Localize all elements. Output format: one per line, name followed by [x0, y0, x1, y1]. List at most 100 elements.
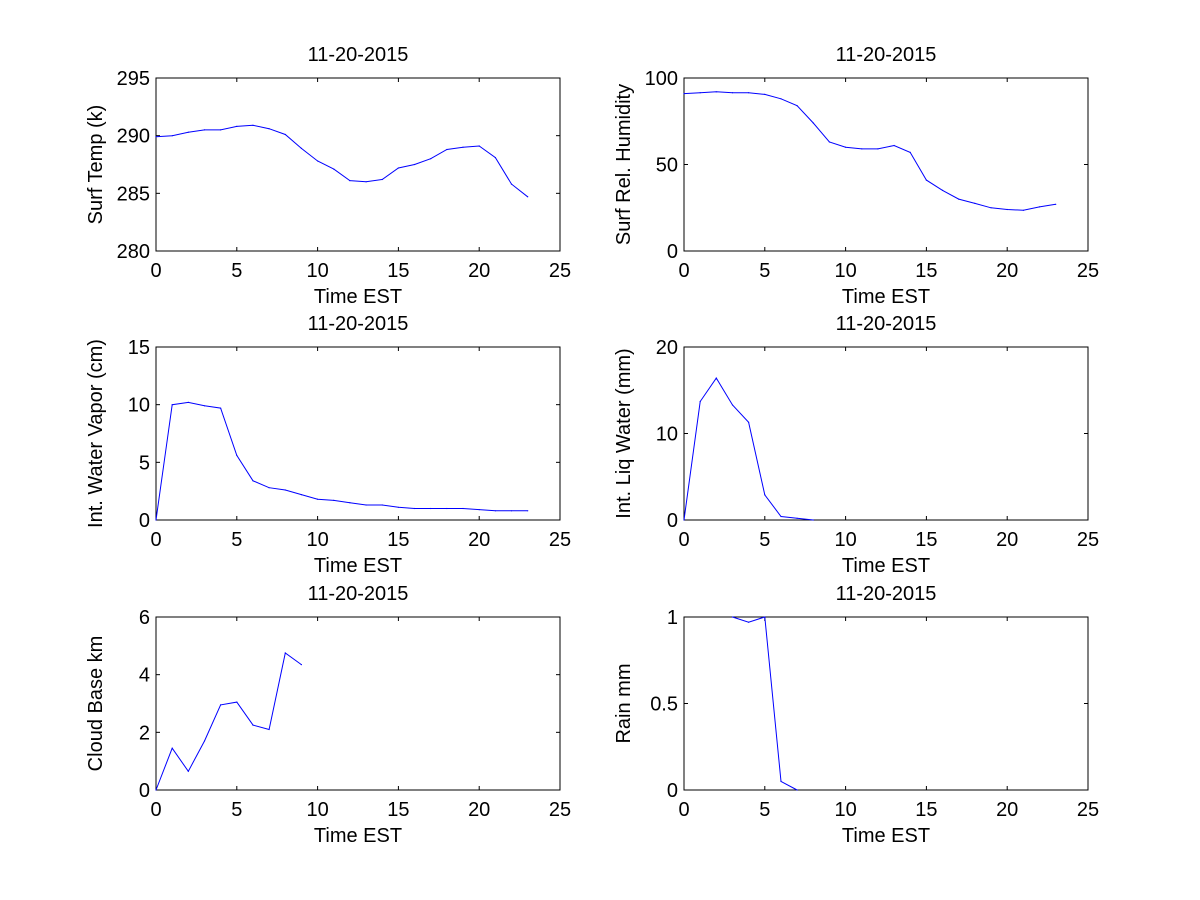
data-point: [349, 180, 351, 182]
x-tick-label: 15: [387, 260, 409, 282]
data-point: [861, 148, 863, 150]
data-point: [365, 181, 367, 183]
y-tick-label: 15: [128, 337, 150, 359]
data-point: [381, 504, 383, 506]
y-tick-label: 6: [139, 607, 150, 629]
y-axis-label: Int. Liq Water (mm): [613, 348, 635, 518]
data-point: [236, 125, 238, 127]
data-point: [764, 93, 766, 95]
chart-title: 11-20-2015: [836, 583, 937, 605]
series-line: [155, 652, 302, 791]
data-point: [780, 780, 782, 783]
x-tick-label: 5: [759, 529, 770, 551]
data-point: [430, 158, 432, 160]
panel-int-water-vapor: 0 5 10 15 20 25 0 5 10 15 11-20-2015 Time EST Int. W…: [85, 313, 571, 577]
y-tick-label: 0: [667, 241, 678, 263]
panel-surf-temp: 0 5 10 15 20 25 280 285 290 295 11-20-2015 Time EST…: [85, 44, 571, 308]
data-point: [796, 517, 798, 519]
data-point: [510, 183, 513, 185]
data-point: [731, 616, 734, 618]
data-point: [478, 145, 480, 147]
data-point: [284, 133, 286, 136]
y-tick-label: 0: [667, 510, 678, 532]
data-point: [397, 506, 399, 508]
data-point: [683, 519, 685, 521]
data-point: [812, 519, 814, 521]
data-point: [748, 621, 750, 623]
data-point: [796, 789, 798, 791]
data-point: [1055, 203, 1057, 205]
series-line: [155, 401, 528, 521]
data-point: [236, 454, 238, 456]
x-tick-label: 10: [306, 529, 328, 551]
data-point: [317, 160, 319, 162]
x-tick-label: 10: [306, 260, 328, 282]
x-tick-label: 5: [231, 260, 242, 282]
data-point: [171, 404, 173, 406]
data-point: [300, 494, 302, 496]
data-point: [748, 421, 750, 423]
x-tick-label: 0: [150, 799, 161, 821]
y-tick-label: 285: [117, 183, 150, 205]
x-tick-label: 15: [387, 799, 409, 821]
chart-title: 11-20-2015: [308, 44, 409, 66]
y-tick-label: 0: [667, 780, 678, 802]
chart-title: 11-20-2015: [836, 313, 937, 335]
x-tick-label: 25: [549, 260, 571, 282]
data-point: [333, 499, 335, 501]
x-axis-label: Time EST: [842, 825, 930, 847]
series-line: [683, 91, 1056, 211]
x-tick-label: 0: [678, 529, 689, 551]
data-point: [764, 616, 766, 618]
data-point: [317, 498, 319, 500]
axes-frame: [683, 616, 1089, 791]
data-point: [284, 489, 286, 491]
data-point: [220, 129, 222, 131]
y-tick-label: 4: [139, 665, 150, 687]
panel-int-liq-water: 0 5 10 15 20 25 0 10 20 11-20-2015 Time EST Int. Li…: [613, 313, 1099, 577]
data-point: [780, 98, 782, 100]
data-point: [365, 504, 367, 506]
chart-title: 11-20-2015: [836, 44, 937, 66]
x-axis-label: Time EST: [314, 286, 402, 308]
x-tick-label: 5: [231, 529, 242, 551]
x-axis-label: Time EST: [842, 286, 930, 308]
data-point: [1022, 209, 1024, 211]
x-tick-label: 25: [1077, 260, 1099, 282]
data-point: [796, 105, 798, 107]
y-tick-label: 2: [139, 722, 150, 744]
data-point: [155, 519, 157, 521]
data-point: [958, 198, 960, 200]
data-point: [748, 92, 750, 94]
data-point: [527, 196, 529, 198]
data-point: [203, 405, 206, 407]
y-axis-label: Cloud Base km: [85, 636, 107, 772]
panel-rain: 0 5 10 15 20 25 0 0.5 1 11-20-2015 Time EST Rain mm: [613, 583, 1099, 847]
x-tick-label: 25: [549, 529, 571, 551]
x-tick-label: 15: [915, 260, 937, 282]
data-point: [510, 510, 513, 512]
x-tick-label: 15: [915, 799, 937, 821]
data-point: [731, 92, 734, 94]
x-tick-label: 20: [468, 799, 490, 821]
data-point: [252, 124, 254, 126]
y-tick-label: 20: [656, 337, 678, 359]
x-axis-label: Time EST: [314, 555, 402, 577]
x-tick-label: 5: [759, 799, 770, 821]
data-point: [381, 178, 383, 181]
axes-frame: [683, 346, 1089, 521]
data-point: [478, 509, 480, 511]
data-point: [909, 151, 911, 153]
x-tick-label: 0: [678, 260, 689, 282]
y-tick-label: 1: [667, 607, 678, 629]
panel-cloud-base: 0 5 10 15 20 25 0 2 4 6 11-20-2015 Time EST Cloud Ba…: [85, 583, 571, 847]
data-point: [812, 122, 814, 124]
data-point: [942, 189, 944, 191]
data-point: [187, 770, 189, 772]
axes-frame: [683, 77, 1089, 252]
x-tick-label: 25: [1077, 529, 1099, 551]
y-tick-label: 0.5: [650, 694, 678, 716]
data-point: [764, 494, 766, 496]
data-point: [155, 789, 157, 791]
